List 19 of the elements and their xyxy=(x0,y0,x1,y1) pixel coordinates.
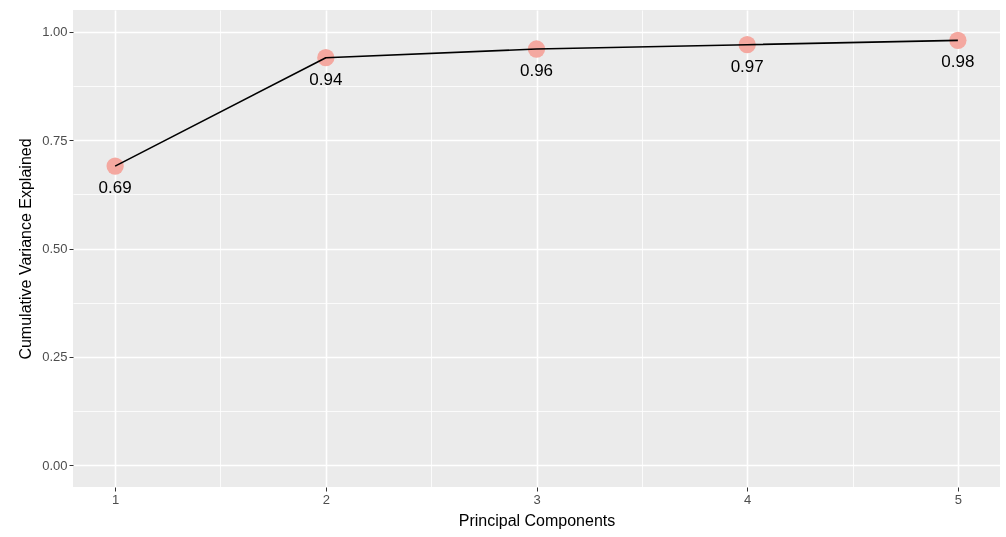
data-label: 0.98 xyxy=(941,52,975,72)
data-label: 0.94 xyxy=(309,69,343,89)
y-tick-label: 0.75 xyxy=(42,132,68,148)
y-tick-label: 0.50 xyxy=(42,241,68,256)
x-axis-title: Principal Components xyxy=(458,511,616,529)
y-axis-title: Cumulative Variance Explained xyxy=(17,138,35,360)
data-label: 0.69 xyxy=(98,178,132,198)
point xyxy=(949,31,967,49)
y-tick-label: 0.25 xyxy=(42,349,68,365)
y-tick-label: 1.00 xyxy=(42,24,68,40)
point xyxy=(106,157,124,175)
data-label: 0.96 xyxy=(519,61,554,81)
x-tick-label: 2 xyxy=(322,491,330,507)
x-tick-label: 3 xyxy=(533,491,541,507)
x-tick-label: 5 xyxy=(954,491,962,507)
data-label: 0.97 xyxy=(730,56,764,76)
x-tick-label: 1 xyxy=(112,491,120,507)
y-tick-label: 0.00 xyxy=(42,457,68,473)
x-tick-label: 4 xyxy=(744,491,752,507)
